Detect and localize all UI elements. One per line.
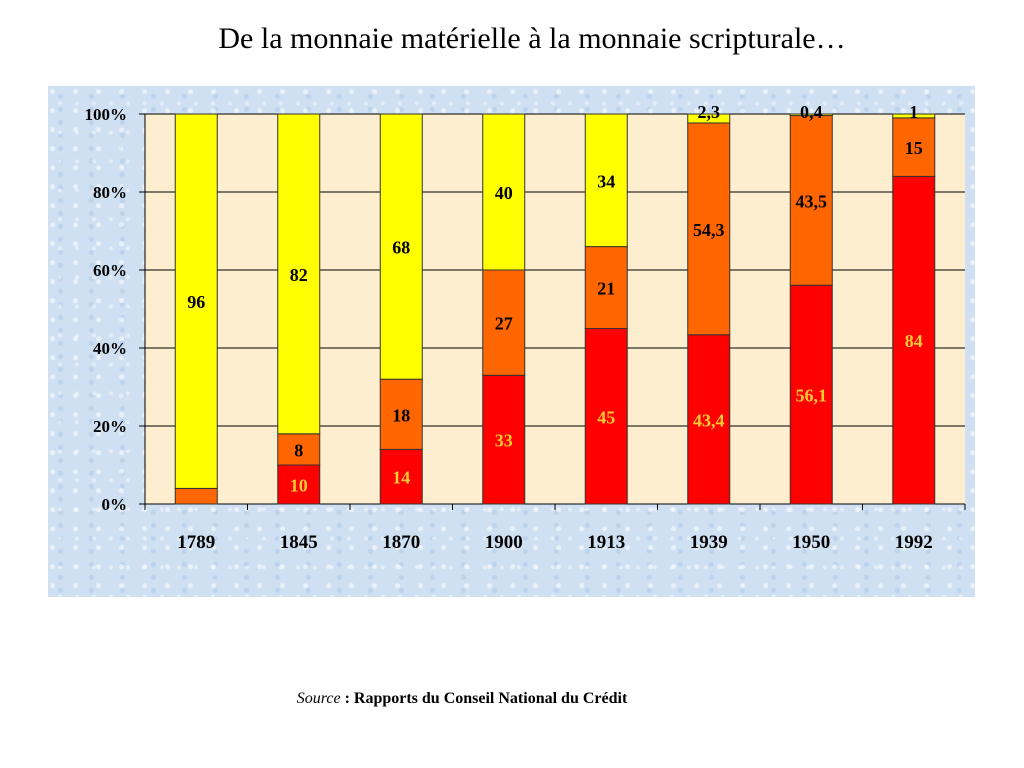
bar-segment: [277, 433, 321, 466]
data-label: 40: [495, 183, 513, 203]
bar-segment: [584, 246, 628, 330]
bar-segment: [789, 113, 833, 117]
data-label: 10: [290, 476, 308, 496]
bar-segment: [379, 113, 423, 380]
bar-segment: [379, 448, 423, 505]
data-label: 82: [290, 265, 308, 285]
data-label: 0,4: [800, 102, 823, 122]
data-label: 2,3: [698, 102, 721, 122]
data-label: 43,5: [796, 191, 828, 211]
x-tick-label: 1845: [280, 532, 318, 553]
data-label: 45: [597, 407, 615, 427]
bar-segment: [789, 284, 833, 505]
data-label: 21: [597, 279, 615, 299]
data-label: 84: [905, 331, 923, 351]
data-label: 96: [187, 292, 205, 312]
page-title: De la monnaie matérielle à la monnaie sc…: [218, 22, 846, 55]
bar-segment: [687, 334, 731, 505]
bar-segment: [892, 117, 936, 177]
x-tick-label: 1900: [485, 532, 523, 553]
x-tick-label: 1870: [382, 532, 420, 553]
data-label: 54,3: [693, 220, 725, 240]
bar-segment: [174, 113, 218, 489]
x-tick-label: 1939: [690, 532, 728, 553]
data-label: 56,1: [796, 386, 828, 406]
data-label: 18: [392, 405, 410, 425]
bar-segment: [379, 378, 423, 450]
y-tick-label: 0%: [102, 495, 128, 514]
y-tick-label: 100%: [85, 105, 128, 124]
data-label: 15: [905, 138, 923, 158]
data-label: 14: [392, 468, 410, 488]
y-tick-label: 40%: [93, 339, 127, 358]
x-tick-label: 1789: [177, 532, 215, 553]
x-tick-label: 1913: [587, 532, 625, 553]
data-label: 27: [495, 314, 513, 334]
data-label: 8: [294, 440, 303, 460]
bar-segment: [174, 487, 218, 505]
chart-panel: 0% 20% 40% 60% 80% 100% 1789 1845 1870 1900 1913 19…: [48, 86, 975, 597]
stacked-bar-chart: 0%20%40%60%80%100%1789 1845 1870 1900 1913 19…: [85, 102, 966, 553]
y-tick-label: 20%: [93, 417, 127, 436]
data-label: 43,4: [693, 410, 725, 430]
bar-segment: [277, 113, 321, 435]
data-label: 68: [392, 238, 410, 258]
bar-segment: [892, 175, 936, 505]
plot-area: [145, 114, 965, 504]
bar-segment: [687, 113, 731, 124]
bar-segment: [482, 113, 526, 271]
bar-segment: [584, 328, 628, 505]
source-label: Source: [296, 690, 341, 707]
bar-segment: [584, 113, 628, 248]
bar-segment: [892, 113, 936, 119]
bar-segment: [687, 122, 731, 336]
x-tick-label: 1992: [895, 532, 933, 553]
bar-segment: [482, 269, 526, 376]
data-label: 1: [909, 102, 918, 122]
y-tick-label: 80%: [93, 183, 127, 202]
y-tick-label: 60%: [93, 261, 127, 280]
x-tick-label: 1950: [792, 532, 830, 553]
source-line: Source : Rapports du Conseil National du…: [0, 690, 924, 708]
data-label: 34: [597, 171, 615, 191]
bar-segment: [789, 115, 833, 286]
source-text: : Rapports du Conseil National du Crédit: [340, 690, 628, 707]
data-label: 33: [495, 431, 513, 451]
